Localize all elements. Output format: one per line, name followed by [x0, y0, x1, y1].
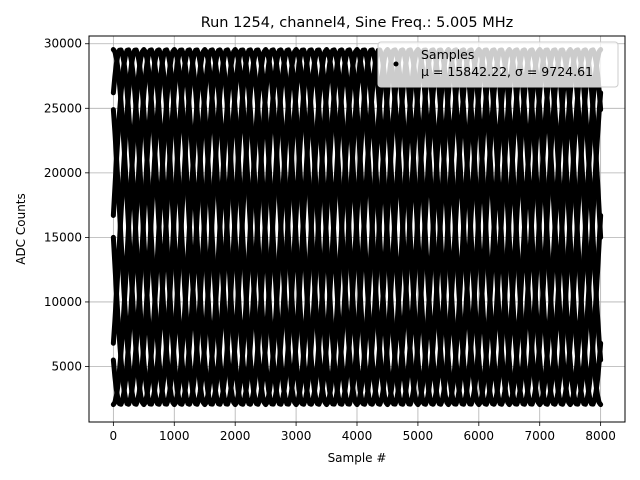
legend-marker — [393, 61, 399, 67]
x-tick-label: 0 — [110, 429, 118, 443]
x-tick-label: 1000 — [159, 429, 190, 443]
x-axis-label: Sample # — [328, 451, 387, 465]
legend: Samples μ = 15842.22, σ = 9724.61 — [377, 41, 619, 88]
y-tick-label: 10000 — [44, 295, 82, 309]
y-tick-label: 25000 — [44, 101, 82, 115]
y-tick-label: 5000 — [51, 359, 82, 373]
x-tick-label: 3000 — [281, 429, 312, 443]
axis-ticks: 0 1000 2000 3000 4000 5000 6000 7000 8000 5000 100… — [44, 37, 616, 443]
legend-entry-series: Samples — [421, 47, 474, 62]
x-tick-label: 7000 — [524, 429, 555, 443]
legend-entry-stats: μ = 15842.22, σ = 9724.61 — [421, 64, 593, 79]
x-tick-label: 5000 — [403, 429, 434, 443]
x-tick-label: 2000 — [220, 429, 251, 443]
x-tick-label: 6000 — [464, 429, 495, 443]
y-tick-label: 20000 — [44, 166, 82, 180]
x-tick-label: 4000 — [342, 429, 373, 443]
x-tick-label: 8000 — [585, 429, 616, 443]
y-tick-label: 15000 — [44, 230, 82, 244]
y-axis-label: ADC Counts — [14, 193, 28, 265]
chart-title: Run 1254, channel4, Sine Freq.: 5.005 MH… — [201, 15, 514, 31]
legend-box — [377, 41, 619, 88]
sample-trace — [110, 47, 604, 408]
y-tick-label: 30000 — [44, 37, 82, 51]
sample-trace — [110, 47, 604, 407]
